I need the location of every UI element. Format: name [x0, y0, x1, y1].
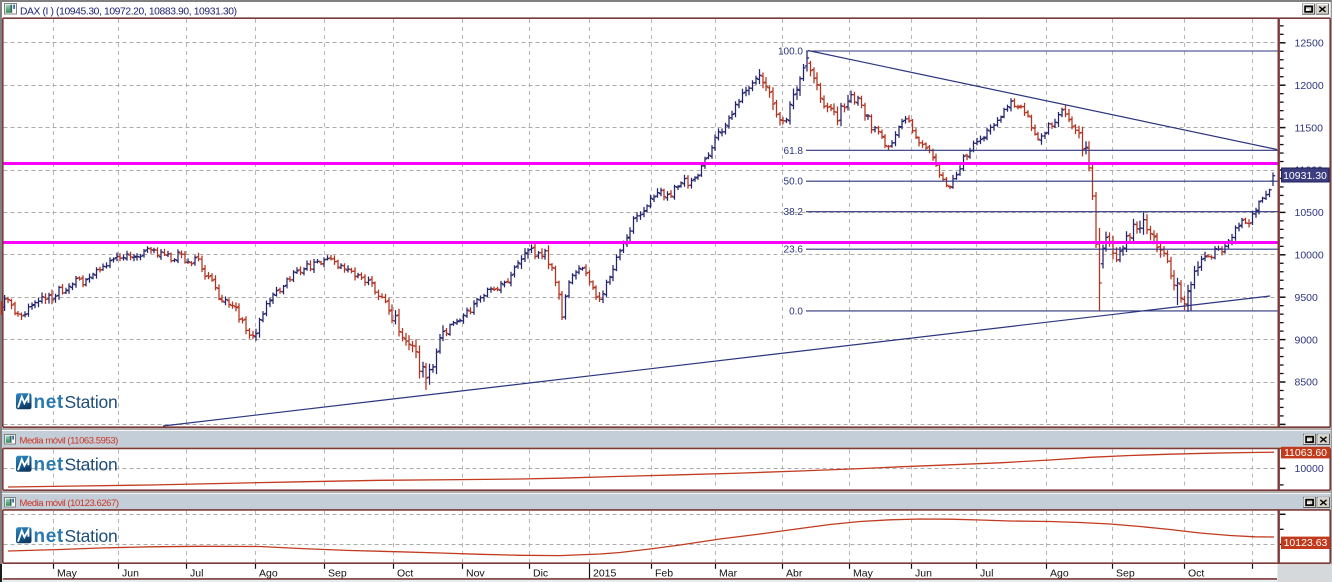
svg-text:net: net	[34, 526, 64, 547]
svg-text:100.0: 100.0	[778, 47, 803, 58]
svg-text:Sep: Sep	[1116, 567, 1135, 579]
svg-text:Jul: Jul	[190, 567, 203, 579]
svg-text:9000: 9000	[1295, 334, 1319, 346]
svg-text:11500: 11500	[1295, 122, 1324, 134]
svg-text:May: May	[57, 567, 78, 579]
svg-text:Jun: Jun	[915, 567, 932, 579]
svg-text:Mar: Mar	[719, 567, 738, 579]
svg-text:12000: 12000	[1295, 80, 1324, 92]
svg-text:10000: 10000	[1295, 463, 1324, 475]
svg-text:10000: 10000	[1295, 250, 1324, 262]
svg-text:Oct: Oct	[397, 567, 413, 579]
svg-text:10931.30: 10931.30	[1283, 170, 1327, 182]
svg-text:Media móvil (11063.5953): Media móvil (11063.5953)	[20, 435, 119, 446]
svg-text:0.0: 0.0	[789, 306, 803, 317]
svg-text:9500: 9500	[1295, 292, 1319, 304]
svg-text:Feb: Feb	[655, 567, 673, 579]
svg-text:Jun: Jun	[122, 567, 139, 579]
svg-text:12500: 12500	[1295, 38, 1324, 50]
svg-text:Station: Station	[65, 392, 118, 412]
svg-text:Dic: Dic	[533, 567, 548, 579]
svg-text:Nov: Nov	[466, 567, 485, 579]
svg-text:Sep: Sep	[328, 567, 347, 579]
svg-text:Ago: Ago	[259, 567, 278, 579]
svg-text:Station: Station	[65, 526, 118, 546]
svg-text:8500: 8500	[1295, 377, 1319, 389]
svg-text:50.0: 50.0	[784, 177, 804, 188]
svg-text:net: net	[34, 392, 64, 413]
svg-text:May: May	[853, 567, 874, 579]
svg-text:61.8: 61.8	[784, 146, 804, 157]
svg-text:10123.63: 10123.63	[1284, 537, 1328, 549]
svg-text:DAX (I ) (10945.30, 10972.20,: DAX (I ) (10945.30, 10972.20, 10883.90, …	[20, 6, 237, 17]
svg-text:Abr: Abr	[786, 567, 803, 579]
svg-text:23.6: 23.6	[784, 245, 804, 256]
svg-text:Ago: Ago	[1050, 567, 1069, 579]
svg-text:Media móvil (10123.6267): Media móvil (10123.6267)	[20, 498, 119, 509]
svg-text:net: net	[34, 454, 64, 475]
svg-text:Jul: Jul	[980, 567, 993, 579]
svg-text:Oct: Oct	[1188, 567, 1204, 579]
svg-text:Station: Station	[65, 454, 118, 474]
svg-text:38.2: 38.2	[784, 207, 804, 218]
svg-text:2015: 2015	[593, 567, 617, 579]
svg-text:11063.60: 11063.60	[1284, 447, 1327, 459]
svg-text:10500: 10500	[1295, 207, 1324, 219]
